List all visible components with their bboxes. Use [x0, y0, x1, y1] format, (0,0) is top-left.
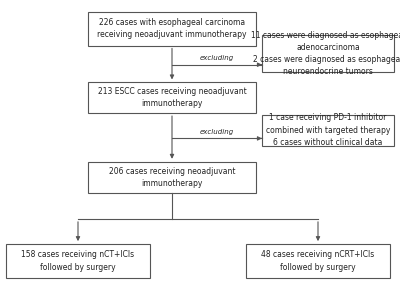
Text: 48 cases receiving nCRT+ICIs
followed by surgery: 48 cases receiving nCRT+ICIs followed by… — [261, 250, 375, 271]
FancyBboxPatch shape — [246, 244, 390, 278]
Text: 206 cases receiving neoadjuvant
immunotherapy: 206 cases receiving neoadjuvant immunoth… — [109, 167, 235, 188]
FancyBboxPatch shape — [88, 12, 256, 46]
Text: 158 cases receiving nCT+ICIs
followed by surgery: 158 cases receiving nCT+ICIs followed by… — [22, 250, 134, 271]
FancyBboxPatch shape — [6, 244, 150, 278]
FancyBboxPatch shape — [88, 82, 256, 113]
Text: 1 case receiving PD-1 inhibitor
combined with targeted therapy
6 cases without c: 1 case receiving PD-1 inhibitor combined… — [266, 113, 390, 147]
Text: 11 cases were diagnosed as esophageal
adenocarcinoma
2 cases were diagnosed as e: 11 cases were diagnosed as esophageal ad… — [251, 31, 400, 76]
FancyBboxPatch shape — [88, 162, 256, 193]
Text: excluding: excluding — [200, 55, 234, 61]
FancyBboxPatch shape — [262, 115, 394, 146]
Text: 213 ESCC cases receiving neoadjuvant
immunotherapy: 213 ESCC cases receiving neoadjuvant imm… — [98, 87, 246, 108]
Text: excluding: excluding — [200, 129, 234, 135]
FancyBboxPatch shape — [262, 35, 394, 72]
Text: 226 cases with esophageal carcinoma
receiving neoadjuvant immunotherapy: 226 cases with esophageal carcinoma rece… — [97, 18, 247, 39]
